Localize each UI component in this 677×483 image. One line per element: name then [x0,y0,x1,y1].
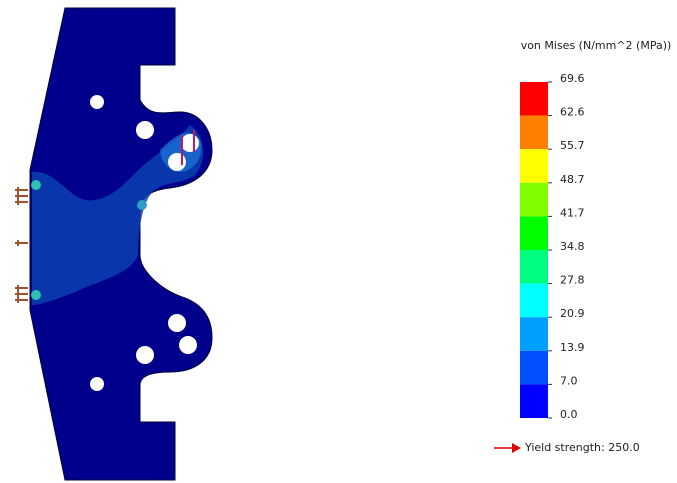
color-band [520,284,548,318]
color-band [520,82,548,116]
fixture [15,187,28,205]
hole [179,336,197,354]
legend-label: 48.7 [560,173,585,186]
fixture [15,285,28,303]
color-band [520,149,548,183]
legend-title: von Mises (N/mm^2 (MPa)) [521,39,672,52]
hole [136,121,154,139]
legend-label: 41.7 [560,206,585,219]
colorbar: 69.6 62.6 55.7 48.7 41.7 34.8 27.8 20.9 13.9 7.0 0… [520,72,585,421]
hot-spot [137,200,147,210]
simulation-view: von Mises (N/mm^2 (MPa)) 69.6 62.6 55.7 48.… [0,0,677,483]
legend-label: 7.0 [560,374,578,387]
color-band [520,384,548,418]
hole [90,377,104,391]
color-band [520,116,548,150]
hot-spot [31,180,41,190]
yield-label: Yield strength: 250.0 [524,441,640,454]
fixtures [15,187,28,303]
color-band [520,250,548,284]
hole [168,314,186,332]
legend-label: 20.9 [560,307,585,320]
hole [181,134,199,152]
hole [136,346,154,364]
legend-label: 13.9 [560,341,585,354]
color-band [520,351,548,385]
legend-label: 62.6 [560,106,585,119]
legend-label: 69.6 [560,72,585,85]
hole [90,95,104,109]
legend-label: 55.7 [560,139,585,152]
yield-arrow-head [512,443,521,453]
color-band [520,216,548,250]
fixture [15,240,28,246]
color-band [520,183,548,217]
hot-spot [31,290,41,300]
part [15,8,212,480]
hole [168,153,186,171]
color-band [520,317,548,351]
legend-label: 27.8 [560,274,585,287]
legend-label: 0.0 [560,408,578,421]
legend-label: 34.8 [560,240,585,253]
